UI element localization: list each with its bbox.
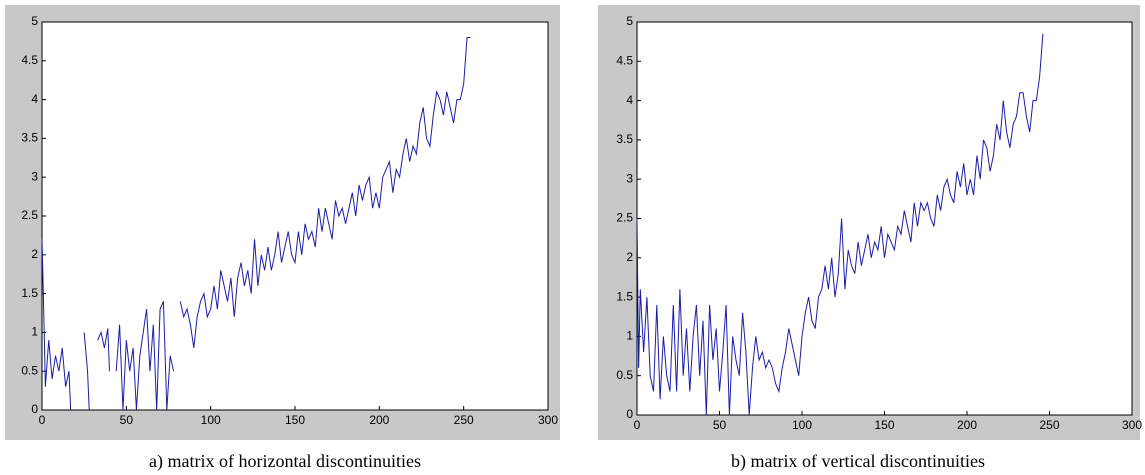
y-tick-label: 5 xyxy=(626,14,633,28)
x-tick-label: 0 xyxy=(634,418,641,432)
caption: a) matrix of horizontal discontinuities xyxy=(149,451,421,472)
caption: b) matrix of vertical discontinuities xyxy=(731,451,985,472)
y-tick-label: 3 xyxy=(31,169,38,183)
y-tick-label: 3 xyxy=(626,171,633,185)
x-tick-label: 100 xyxy=(792,418,812,432)
y-tick-label: 3.5 xyxy=(616,132,633,146)
data-line xyxy=(83,332,90,411)
data-line xyxy=(41,239,72,411)
x-tick-label: 250 xyxy=(1039,418,1059,432)
y-tick-label: 2.5 xyxy=(21,208,38,222)
y-tick-label: 0 xyxy=(31,402,38,416)
x-tick-label: 100 xyxy=(201,413,221,427)
x-tick-label: 300 xyxy=(538,413,558,427)
data-line xyxy=(115,301,175,411)
x-tick-label: 150 xyxy=(285,413,305,427)
x-tick-label: 200 xyxy=(369,413,389,427)
plot-area xyxy=(636,21,1133,416)
x-tick-label: 300 xyxy=(1122,418,1142,432)
x-tick-label: 0 xyxy=(39,413,46,427)
x-tick-label: 150 xyxy=(874,418,894,432)
y-tick-label: 2 xyxy=(31,247,38,261)
y-tick-label: 4 xyxy=(626,93,633,107)
x-tick-label: 50 xyxy=(120,413,134,427)
y-tick-label: 0 xyxy=(626,407,633,421)
data-line xyxy=(97,328,110,372)
y-tick-label: 2 xyxy=(626,250,633,264)
y-tick-label: 1 xyxy=(31,325,38,339)
y-tick-label: 0.5 xyxy=(616,368,633,382)
y-tick-label: 2.5 xyxy=(616,211,633,225)
data-line xyxy=(179,37,471,348)
x-tick-label: 250 xyxy=(454,413,474,427)
y-tick-label: 4 xyxy=(31,92,38,106)
y-tick-label: 1.5 xyxy=(21,286,38,300)
y-tick-label: 1.5 xyxy=(616,289,633,303)
y-tick-label: 0.5 xyxy=(21,363,38,377)
y-tick-label: 4.5 xyxy=(616,53,633,67)
x-tick-label: 200 xyxy=(957,418,977,432)
data-line xyxy=(636,33,1044,416)
x-tick-label: 50 xyxy=(713,418,727,432)
y-tick-label: 3.5 xyxy=(21,131,38,145)
y-tick-label: 5 xyxy=(31,14,38,28)
y-tick-label: 1 xyxy=(626,329,633,343)
y-tick-label: 4.5 xyxy=(21,53,38,67)
